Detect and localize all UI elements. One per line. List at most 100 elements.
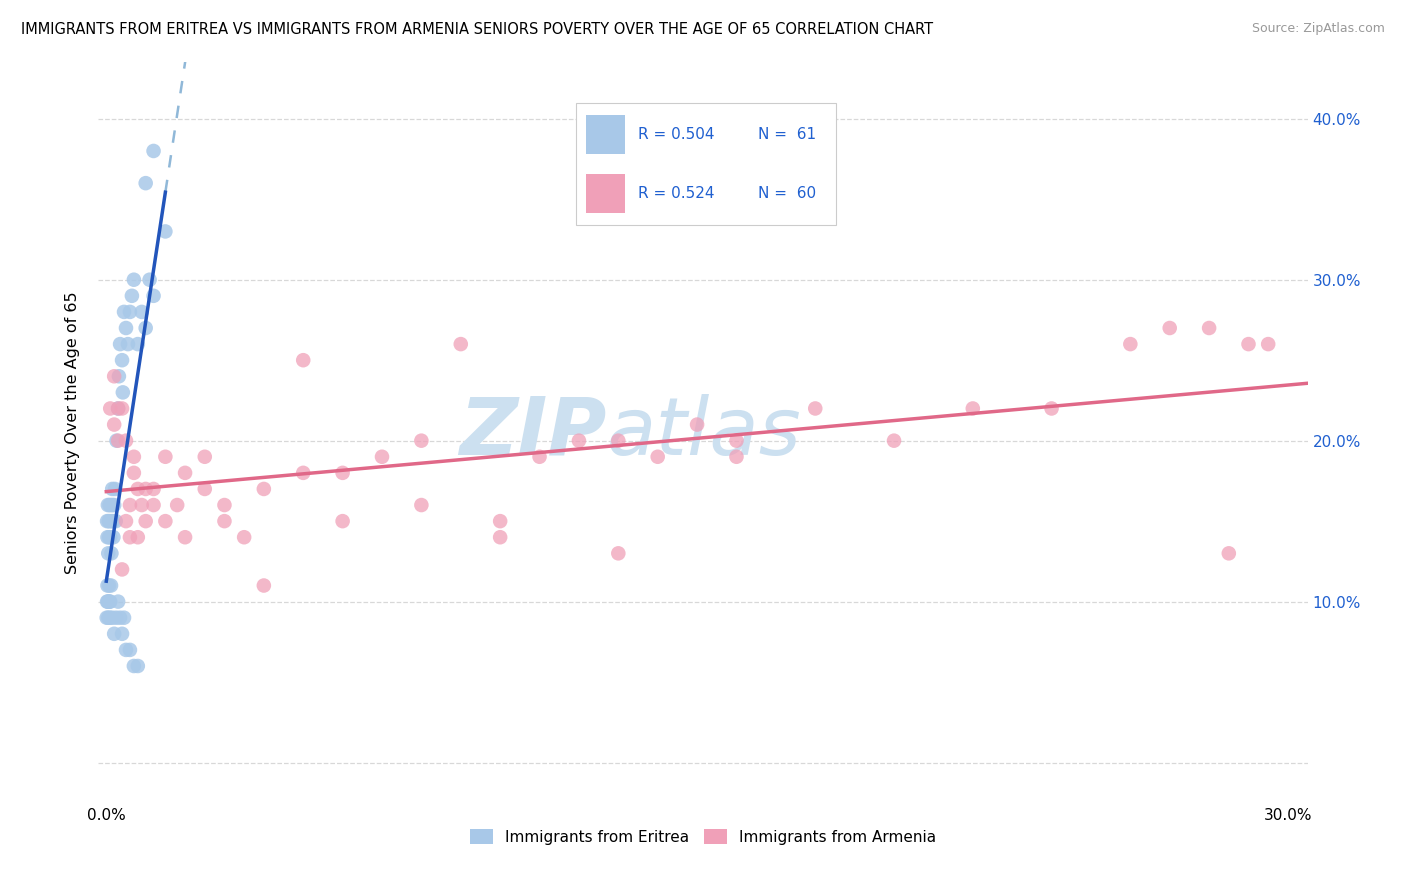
Point [135,176,157,190]
Point [111,627,134,641]
Point [142,482,165,496]
Point [122,659,145,673]
Point [98,530,121,544]
Point [111,385,134,400]
Point [122,450,145,464]
Point [214,514,236,528]
Point [96,514,118,528]
Point [97,498,120,512]
Point [98,498,121,512]
Point [101,514,124,528]
Point [1218,546,1240,560]
Point [115,643,138,657]
Point [166,498,188,512]
Text: ZIP: ZIP [458,393,606,472]
Point [804,401,827,416]
Point [98,610,121,624]
Point [253,482,276,496]
Point [131,498,153,512]
Point [121,289,143,303]
Point [105,434,128,448]
Point [142,144,165,158]
Point [122,273,145,287]
Text: atlas: atlas [606,393,801,472]
Point [1237,337,1260,351]
Point [233,530,256,544]
Point [97,514,120,528]
Point [332,466,354,480]
Point [96,610,118,624]
Point [489,530,512,544]
Text: Source: ZipAtlas.com: Source: ZipAtlas.com [1251,22,1385,36]
Point [155,224,177,238]
Point [568,434,591,448]
Point [725,434,748,448]
Point [725,450,748,464]
Point [332,514,354,528]
Point [97,594,120,608]
Point [100,498,122,512]
Point [127,530,149,544]
Point [142,289,165,303]
Point [607,434,630,448]
Point [371,450,394,464]
Point [142,498,165,512]
Point [647,450,669,464]
Point [97,610,120,624]
Point [96,530,118,544]
Point [1159,321,1181,335]
Point [107,401,129,416]
Point [118,530,141,544]
Point [98,401,121,416]
Point [155,514,177,528]
Point [107,594,129,608]
Point [112,610,135,624]
Point [111,401,134,416]
Point [97,594,120,608]
Point [103,417,125,432]
Point [108,369,131,384]
Text: IMMIGRANTS FROM ERITREA VS IMMIGRANTS FROM ARMENIA SENIORS POVERTY OVER THE AGE : IMMIGRANTS FROM ERITREA VS IMMIGRANTS FR… [21,22,934,37]
Point [127,337,149,351]
Point [103,498,125,512]
Point [98,594,121,608]
Point [101,610,124,624]
Point [127,659,149,673]
Point [98,594,121,608]
Point [194,450,217,464]
Point [115,321,138,335]
Point [489,514,512,528]
Point [131,305,153,319]
Point [122,466,145,480]
Point [98,578,121,592]
Point [103,530,125,544]
Point [117,337,139,351]
Point [98,514,121,528]
Point [98,530,121,544]
Point [1119,337,1142,351]
Point [118,305,141,319]
Point [100,546,122,560]
Point [107,434,129,448]
Point [962,401,984,416]
Point [96,578,118,592]
Point [105,610,128,624]
Point [686,417,709,432]
Point [214,498,236,512]
Point [135,321,157,335]
Point [103,627,125,641]
Point [450,337,472,351]
Point [115,514,138,528]
Point [101,514,124,528]
Y-axis label: Seniors Poverty Over the Age of 65: Seniors Poverty Over the Age of 65 [65,292,80,574]
Point [115,434,138,448]
Point [135,482,157,496]
Point [174,530,197,544]
Point [607,546,630,560]
Point [194,482,217,496]
Point [108,337,131,351]
Point [174,466,197,480]
Point [118,643,141,657]
Point [411,498,433,512]
Point [108,610,131,624]
